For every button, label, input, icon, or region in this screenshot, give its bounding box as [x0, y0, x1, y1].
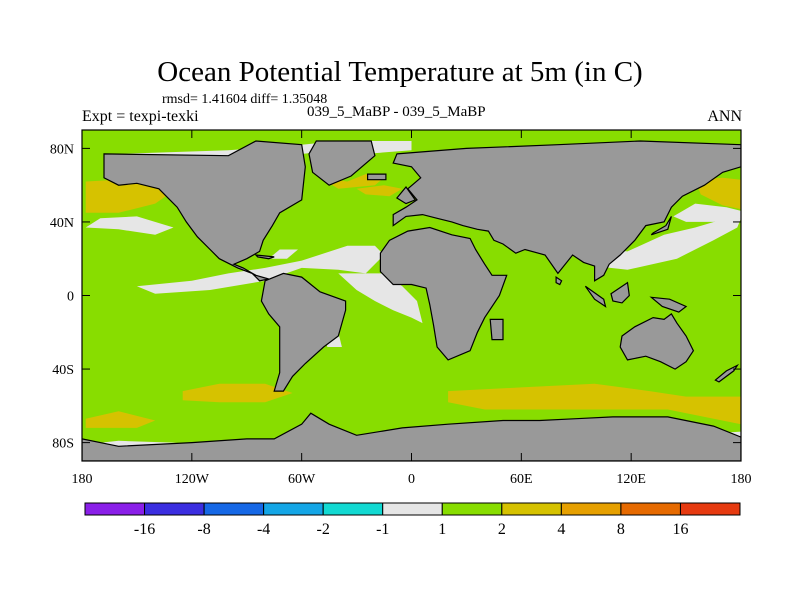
y-tick-label: 80S [52, 437, 74, 452]
land-eurasia [392, 140, 741, 282]
map-axes: 180 120W 60W 0 60E 120E 180 80N 40N 0 40S 80S [50, 130, 752, 487]
land-cuba [254, 254, 275, 260]
colorbar-label: 4 [557, 521, 565, 538]
contour-region-2-to-4 [695, 177, 741, 210]
colorbar-swatch [679, 502, 741, 516]
colorbar-label: -2 [317, 521, 330, 538]
contour-region-2-to-4 [85, 179, 174, 213]
map-plot-area [81, 129, 742, 462]
colorbar-label: -4 [257, 521, 270, 538]
x-tick-label: 120W [175, 472, 210, 487]
rmsd-diff-stats: rmsd= 1.41604 diff= 1.35048 [162, 92, 328, 107]
colorbar-swatch [263, 502, 324, 516]
contour-region-2-to-4 [356, 185, 403, 197]
colorbar-swatch [501, 502, 562, 516]
colorbar-swatch [441, 502, 503, 516]
colorbar-swatch [322, 502, 384, 516]
contour-region-2-to-4 [448, 383, 741, 425]
y-tick-label: 40N [50, 216, 74, 231]
x-tick-label: 120E [616, 472, 646, 487]
land-iceland [367, 173, 387, 181]
y-tick-label: 0 [67, 290, 74, 305]
colorbar-label: 2 [498, 521, 506, 538]
y-tick-label: 80N [50, 142, 74, 157]
contour-region-2-to-4 [85, 411, 156, 428]
x-tick-label: 180 [731, 472, 752, 487]
colorbar-swatch [382, 502, 443, 516]
x-tick-label: 60E [510, 472, 533, 487]
land-antarctica [82, 412, 741, 461]
land-new-zealand [714, 363, 740, 383]
land-greenland [308, 140, 376, 186]
land-africa [379, 226, 508, 361]
land-new-guinea [649, 296, 688, 313]
x-tick-label: 60W [288, 472, 316, 487]
contour-region--1-to-1 [338, 273, 423, 324]
experiment-label: Expt = texpi-texki [82, 108, 199, 125]
y-tick-label: 40S [52, 363, 74, 378]
land-madagascar [489, 318, 504, 341]
contour-region--1-to-1 [268, 249, 298, 259]
colorbar-label: 1 [438, 521, 446, 538]
land-south-america [260, 272, 347, 392]
land-borneo [610, 281, 630, 304]
season-label: ANN [707, 108, 742, 125]
colorbar-label: 16 [672, 521, 688, 538]
land-sri-lanka [555, 275, 563, 286]
colorbar-label: -16 [134, 521, 155, 538]
colorbar-label: -1 [376, 521, 389, 538]
contour-region--1-to-1 [673, 203, 741, 222]
land-japan [650, 216, 672, 236]
colorbar-label: 8 [617, 521, 625, 538]
contour-region--1-to-1 [585, 218, 741, 270]
colorbar-swatch [84, 502, 146, 516]
contour-region--1-to-1 [85, 216, 174, 235]
chart-title: Ocean Potential Temperature at 5m (in C) [157, 56, 643, 88]
land-sumatra [584, 285, 607, 308]
colorbar: -16 -8 -4 -2 -1 1 2 4 8 16 [84, 502, 741, 538]
colorbar-swatch [620, 502, 681, 516]
colorbar-swatch [144, 502, 205, 516]
x-tick-label: 180 [72, 472, 93, 487]
contour-region-2-to-4 [182, 383, 293, 403]
colorbar-swatch [203, 502, 265, 516]
comparison-label: 039_5_MaBP - 039_5_MaBP [307, 104, 486, 120]
land-australia [619, 313, 695, 370]
land-great-britain [395, 186, 417, 205]
x-tick-label: 0 [408, 472, 415, 487]
contour-region--1-to-1 [682, 231, 705, 239]
colorbar-swatch [560, 502, 622, 516]
colorbar-label: -8 [197, 521, 210, 538]
contour-region--1-to-1 [136, 245, 384, 294]
